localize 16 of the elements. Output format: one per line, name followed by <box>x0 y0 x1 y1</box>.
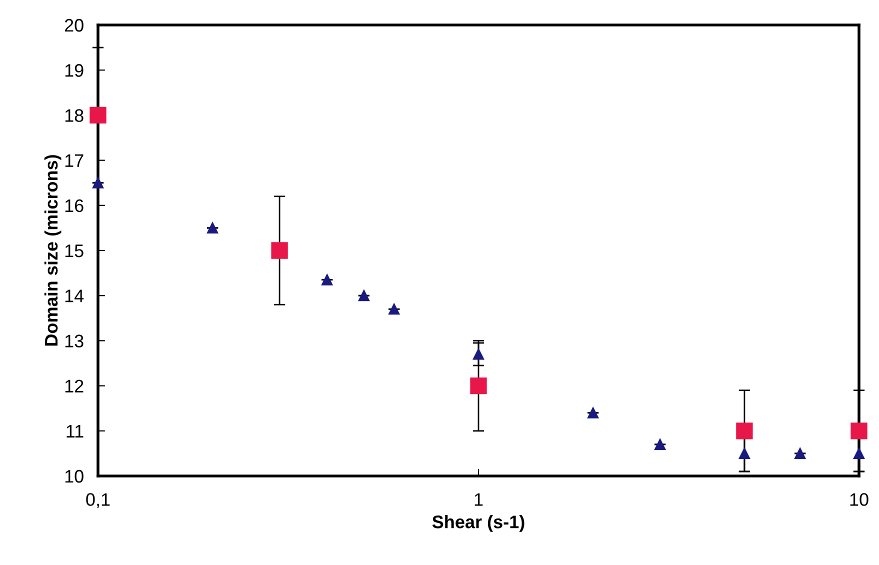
y-tick-label: 20 <box>64 18 84 32</box>
y-tick-label: 15 <box>65 244 84 258</box>
y-tick-label: 13 <box>65 334 84 348</box>
x-tick-label: 0,1 <box>86 493 110 508</box>
y-tick-label: 18 <box>65 109 84 122</box>
y-tick-label: 19 <box>65 64 84 77</box>
y-tick-label: 17 <box>65 154 84 167</box>
x-tick-label: 1 <box>474 493 483 506</box>
y-tick-label: 10 <box>65 470 84 483</box>
y-tick-label: 16 <box>65 199 84 212</box>
x-tick-label: 10 <box>850 493 868 506</box>
x-axis-title: Shear (s-1) <box>432 515 524 532</box>
y-tick-label: 11 <box>66 425 84 438</box>
y-tick-label: 14 <box>65 290 84 302</box>
y-tick-label: 12 <box>65 380 84 392</box>
y-axis-title: Domain size (microns) <box>44 155 62 346</box>
